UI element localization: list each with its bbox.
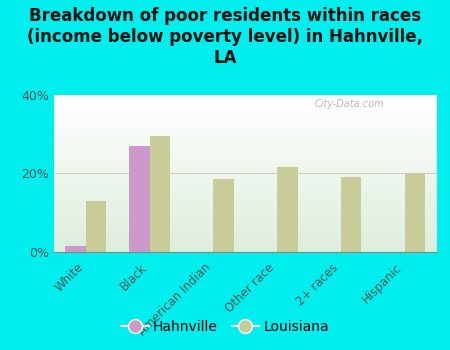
Bar: [66, 246, 86, 252]
Bar: [213, 179, 234, 252]
Bar: [341, 177, 361, 252]
Bar: [277, 167, 297, 252]
Text: City-Data.com: City-Data.com: [314, 99, 384, 109]
Bar: [129, 146, 149, 252]
Bar: [405, 173, 425, 252]
Text: Breakdown of poor residents within races
(income below poverty level) in Hahnvil: Breakdown of poor residents within races…: [27, 7, 423, 66]
Bar: [149, 136, 170, 252]
Bar: [86, 201, 106, 252]
Legend: Hahnville, Louisiana: Hahnville, Louisiana: [115, 314, 335, 340]
